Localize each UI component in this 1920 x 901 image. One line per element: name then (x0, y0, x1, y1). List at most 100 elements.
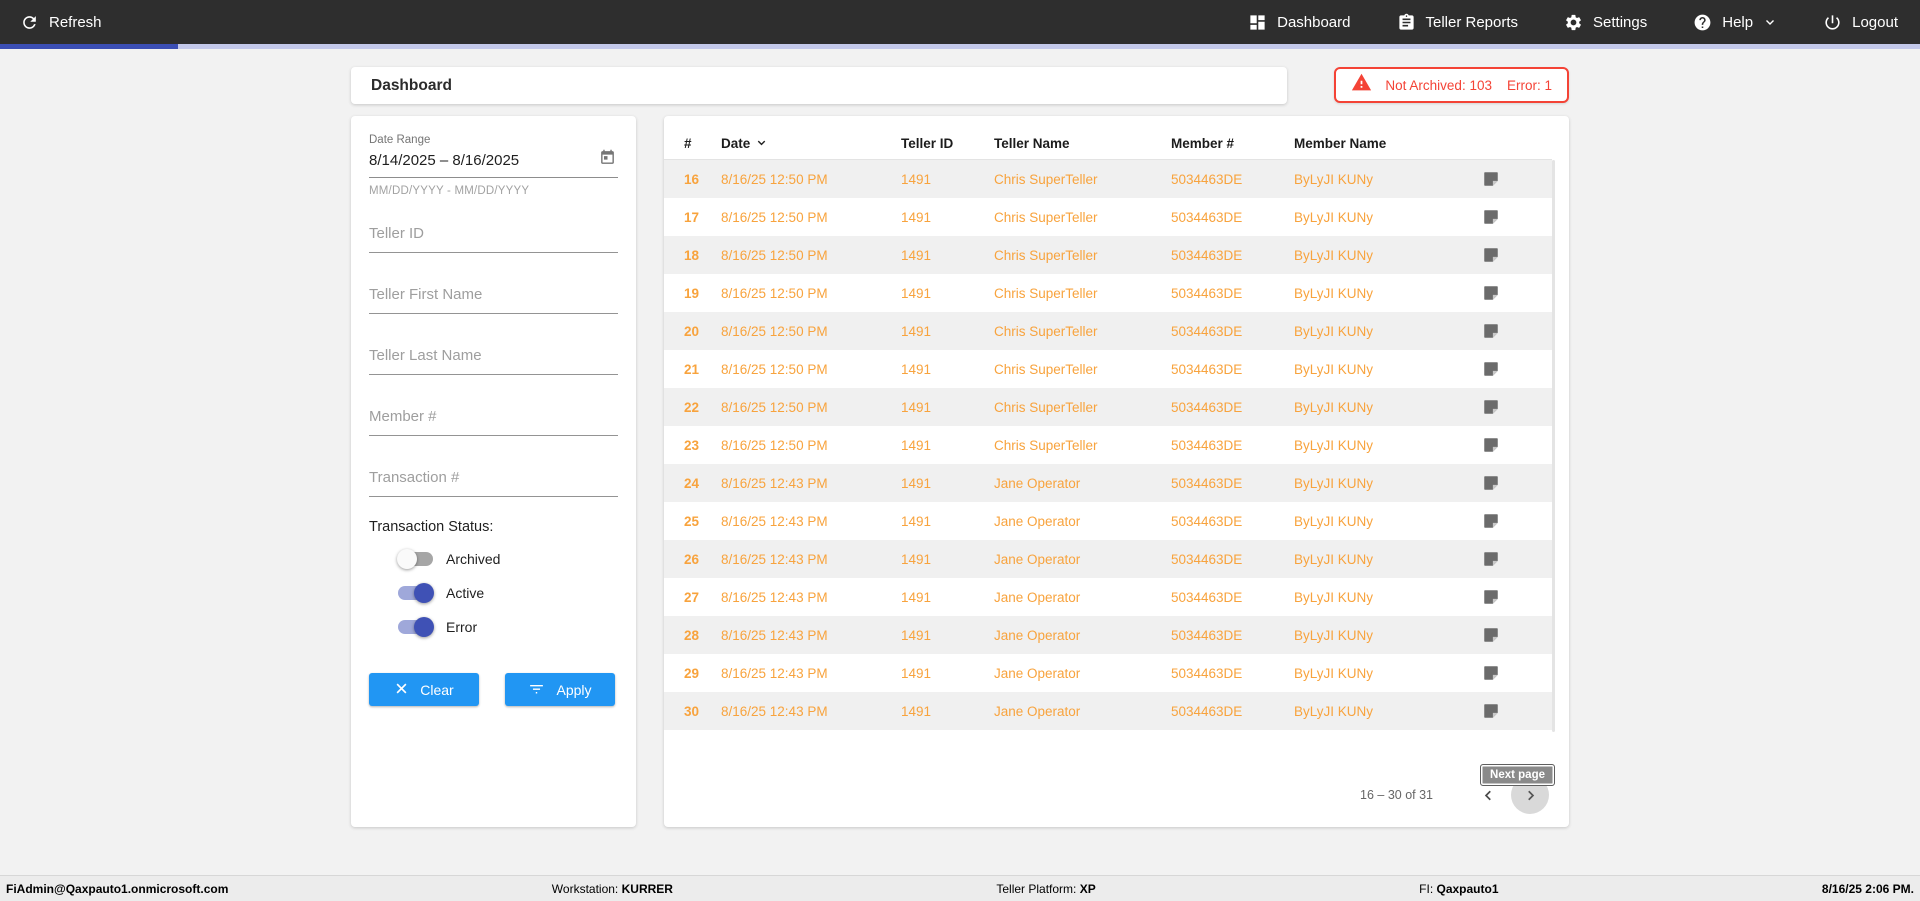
toggle-switch[interactable] (397, 617, 434, 637)
filter-input[interactable] (369, 286, 618, 303)
transactions-table-card: # Date Teller ID Teller Name Member # Me… (664, 116, 1569, 827)
cell-row-number: 26 (684, 551, 700, 567)
filter-input[interactable] (369, 469, 618, 486)
note-icon[interactable] (1482, 322, 1500, 340)
cell-date: 8/16/25 12:50 PM (721, 361, 828, 377)
note-icon[interactable] (1482, 208, 1500, 226)
filter-input[interactable] (369, 408, 618, 425)
note-icon[interactable] (1482, 360, 1500, 378)
cell-teller-name: Chris SuperTeller (994, 209, 1098, 225)
table-row[interactable]: 26 8/16/25 12:43 PM 1491 Jane Operator 5… (664, 540, 1552, 578)
table-row[interactable]: 20 8/16/25 12:50 PM 1491 Chris SuperTell… (664, 312, 1552, 350)
table-row[interactable]: 23 8/16/25 12:50 PM 1491 Chris SuperTell… (664, 426, 1552, 464)
cell-member-number: 5034463DE (1171, 323, 1243, 339)
table-body: 16 8/16/25 12:50 PM 1491 Chris SuperTell… (664, 160, 1552, 730)
col-header-member-name[interactable]: Member Name (1294, 136, 1387, 151)
transaction-status-label: Transaction Status: (369, 519, 494, 535)
col-header-date-label: Date (721, 136, 751, 151)
cell-row-number: 29 (684, 665, 700, 681)
refresh-button[interactable]: Refresh (20, 0, 102, 44)
cell-teller-name: Chris SuperTeller (994, 247, 1098, 263)
table-scrollbar[interactable] (1552, 160, 1555, 732)
cell-teller-name: Jane Operator (994, 513, 1081, 529)
cell-teller-id: 1491 (901, 399, 932, 415)
cell-member-name: ByLyJI KUNy (1294, 247, 1374, 263)
nav-indicator-track (0, 44, 1920, 49)
table-row[interactable]: 17 8/16/25 12:50 PM 1491 Chris SuperTell… (664, 198, 1552, 236)
cell-member-number: 5034463DE (1171, 399, 1243, 415)
cell-row-number: 24 (684, 475, 700, 491)
table-row[interactable]: 29 8/16/25 12:43 PM 1491 Jane Operator 5… (664, 654, 1552, 692)
footer-fi: FI: Qaxpauto1 (1419, 881, 1499, 896)
table-row[interactable]: 16 8/16/25 12:50 PM 1491 Chris SuperTell… (664, 160, 1552, 198)
table-row[interactable]: 21 8/16/25 12:50 PM 1491 Chris SuperTell… (664, 350, 1552, 388)
clear-button[interactable]: Clear (369, 673, 479, 706)
toggle-switch[interactable] (397, 549, 434, 569)
footer-datetime: 8/16/25 2:06 PM. (1821, 881, 1914, 896)
cell-teller-name: Chris SuperTeller (994, 323, 1098, 339)
note-icon[interactable] (1482, 436, 1500, 454)
note-icon[interactable] (1482, 550, 1500, 568)
table-row[interactable]: 22 8/16/25 12:50 PM 1491 Chris SuperTell… (664, 388, 1552, 426)
cell-member-number: 5034463DE (1171, 437, 1243, 453)
cell-teller-id: 1491 (901, 285, 932, 301)
table-row[interactable]: 19 8/16/25 12:50 PM 1491 Chris SuperTell… (664, 274, 1552, 312)
note-icon[interactable] (1482, 664, 1500, 682)
nav-dashboard[interactable]: Dashboard (1248, 0, 1351, 44)
status-toggles: Archived Active (369, 549, 618, 637)
table-row[interactable]: 30 8/16/25 12:43 PM 1491 Jane Operator 5… (664, 692, 1552, 730)
calendar-icon[interactable] (599, 149, 616, 171)
nav-logout[interactable]: Logout (1823, 0, 1898, 44)
alert-error-count: Error: 1 (1506, 77, 1552, 93)
col-header-teller-id[interactable]: Teller ID (901, 136, 954, 151)
toggle-switch[interactable] (397, 583, 434, 603)
note-icon[interactable] (1482, 588, 1500, 606)
refresh-icon (20, 13, 39, 32)
col-header-date[interactable]: Date (721, 136, 901, 152)
cell-date: 8/16/25 12:50 PM (721, 247, 828, 263)
nav-help[interactable]: Help (1693, 0, 1777, 44)
cell-teller-id: 1491 (901, 361, 932, 377)
apply-button[interactable]: Apply (505, 673, 615, 706)
col-header-teller-name[interactable]: Teller Name (994, 136, 1070, 151)
note-icon[interactable] (1482, 284, 1500, 302)
col-header-num[interactable]: # (684, 136, 692, 151)
filter-input[interactable] (369, 347, 618, 364)
filter-text-field[interactable] (369, 286, 618, 314)
table-row[interactable]: 18 8/16/25 12:50 PM 1491 Chris SuperTell… (664, 236, 1552, 274)
note-icon[interactable] (1482, 702, 1500, 720)
table-row[interactable]: 25 8/16/25 12:43 PM 1491 Jane Operator 5… (664, 502, 1552, 540)
status-toggle-row[interactable]: Archived (397, 549, 618, 569)
filter-input[interactable] (369, 225, 618, 242)
cell-member-name: ByLyJI KUNy (1294, 171, 1374, 187)
warning-icon (1351, 72, 1372, 98)
cell-teller-id: 1491 (901, 703, 932, 719)
note-icon[interactable] (1482, 246, 1500, 264)
note-icon[interactable] (1482, 398, 1500, 416)
previous-page-button[interactable] (1475, 776, 1501, 814)
filter-text-field[interactable] (369, 225, 618, 253)
status-toggle-row[interactable]: Error (397, 617, 618, 637)
table-row[interactable]: 24 8/16/25 12:43 PM 1491 Jane Operator 5… (664, 464, 1552, 502)
table-row[interactable]: 27 8/16/25 12:43 PM 1491 Jane Operator 5… (664, 578, 1552, 616)
note-icon[interactable] (1482, 512, 1500, 530)
note-icon[interactable] (1482, 170, 1500, 188)
date-range-value: 8/14/2025 – 8/16/2025 (369, 151, 520, 169)
nav-teller-reports[interactable]: Teller Reports (1397, 0, 1518, 44)
date-range-field[interactable]: 8/14/2025 – 8/16/2025 (369, 146, 618, 178)
status-toggle-row[interactable]: Active (397, 583, 618, 603)
alert-badge[interactable]: Not Archived: 103 Error: 1 (1334, 67, 1569, 103)
table-row[interactable]: 28 8/16/25 12:43 PM 1491 Jane Operator 5… (664, 616, 1552, 654)
status-bar: FiAdmin@Qaxpauto1.onmicrosoft.com Workst… (0, 875, 1920, 901)
filter-text-field[interactable] (369, 347, 618, 375)
nav-settings[interactable]: Settings (1564, 0, 1647, 44)
col-header-member-num[interactable]: Member # (1171, 136, 1235, 151)
filter-text-field[interactable] (369, 408, 618, 436)
nav-dashboard-label: Dashboard (1277, 13, 1351, 31)
note-icon[interactable] (1482, 474, 1500, 492)
note-icon[interactable] (1482, 626, 1500, 644)
filter-text-field[interactable] (369, 469, 618, 497)
cell-member-number: 5034463DE (1171, 551, 1243, 567)
cell-date: 8/16/25 12:50 PM (721, 399, 828, 415)
cell-member-number: 5034463DE (1171, 247, 1243, 263)
